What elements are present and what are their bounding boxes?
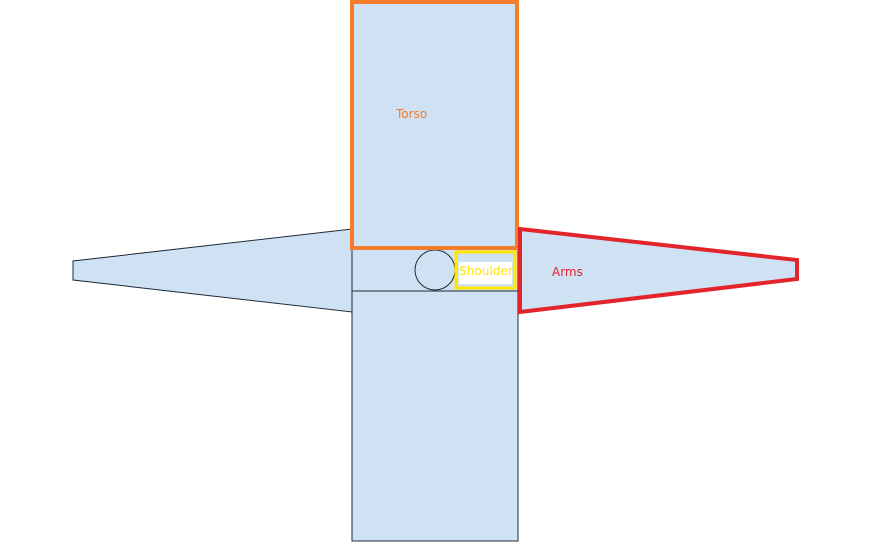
arms-label: Arms	[552, 265, 583, 279]
shoulder-label-background	[459, 262, 512, 284]
torso-label: Torso	[395, 107, 427, 121]
lower-body-shape	[351, 290, 519, 542]
torso-shape	[350, 0, 519, 250]
arms-highlight-shape	[518, 226, 799, 315]
shoulder-label: Shoulder	[459, 264, 513, 278]
left-arm-shape	[72, 228, 353, 313]
shoulder-joint-circle	[414, 249, 456, 291]
